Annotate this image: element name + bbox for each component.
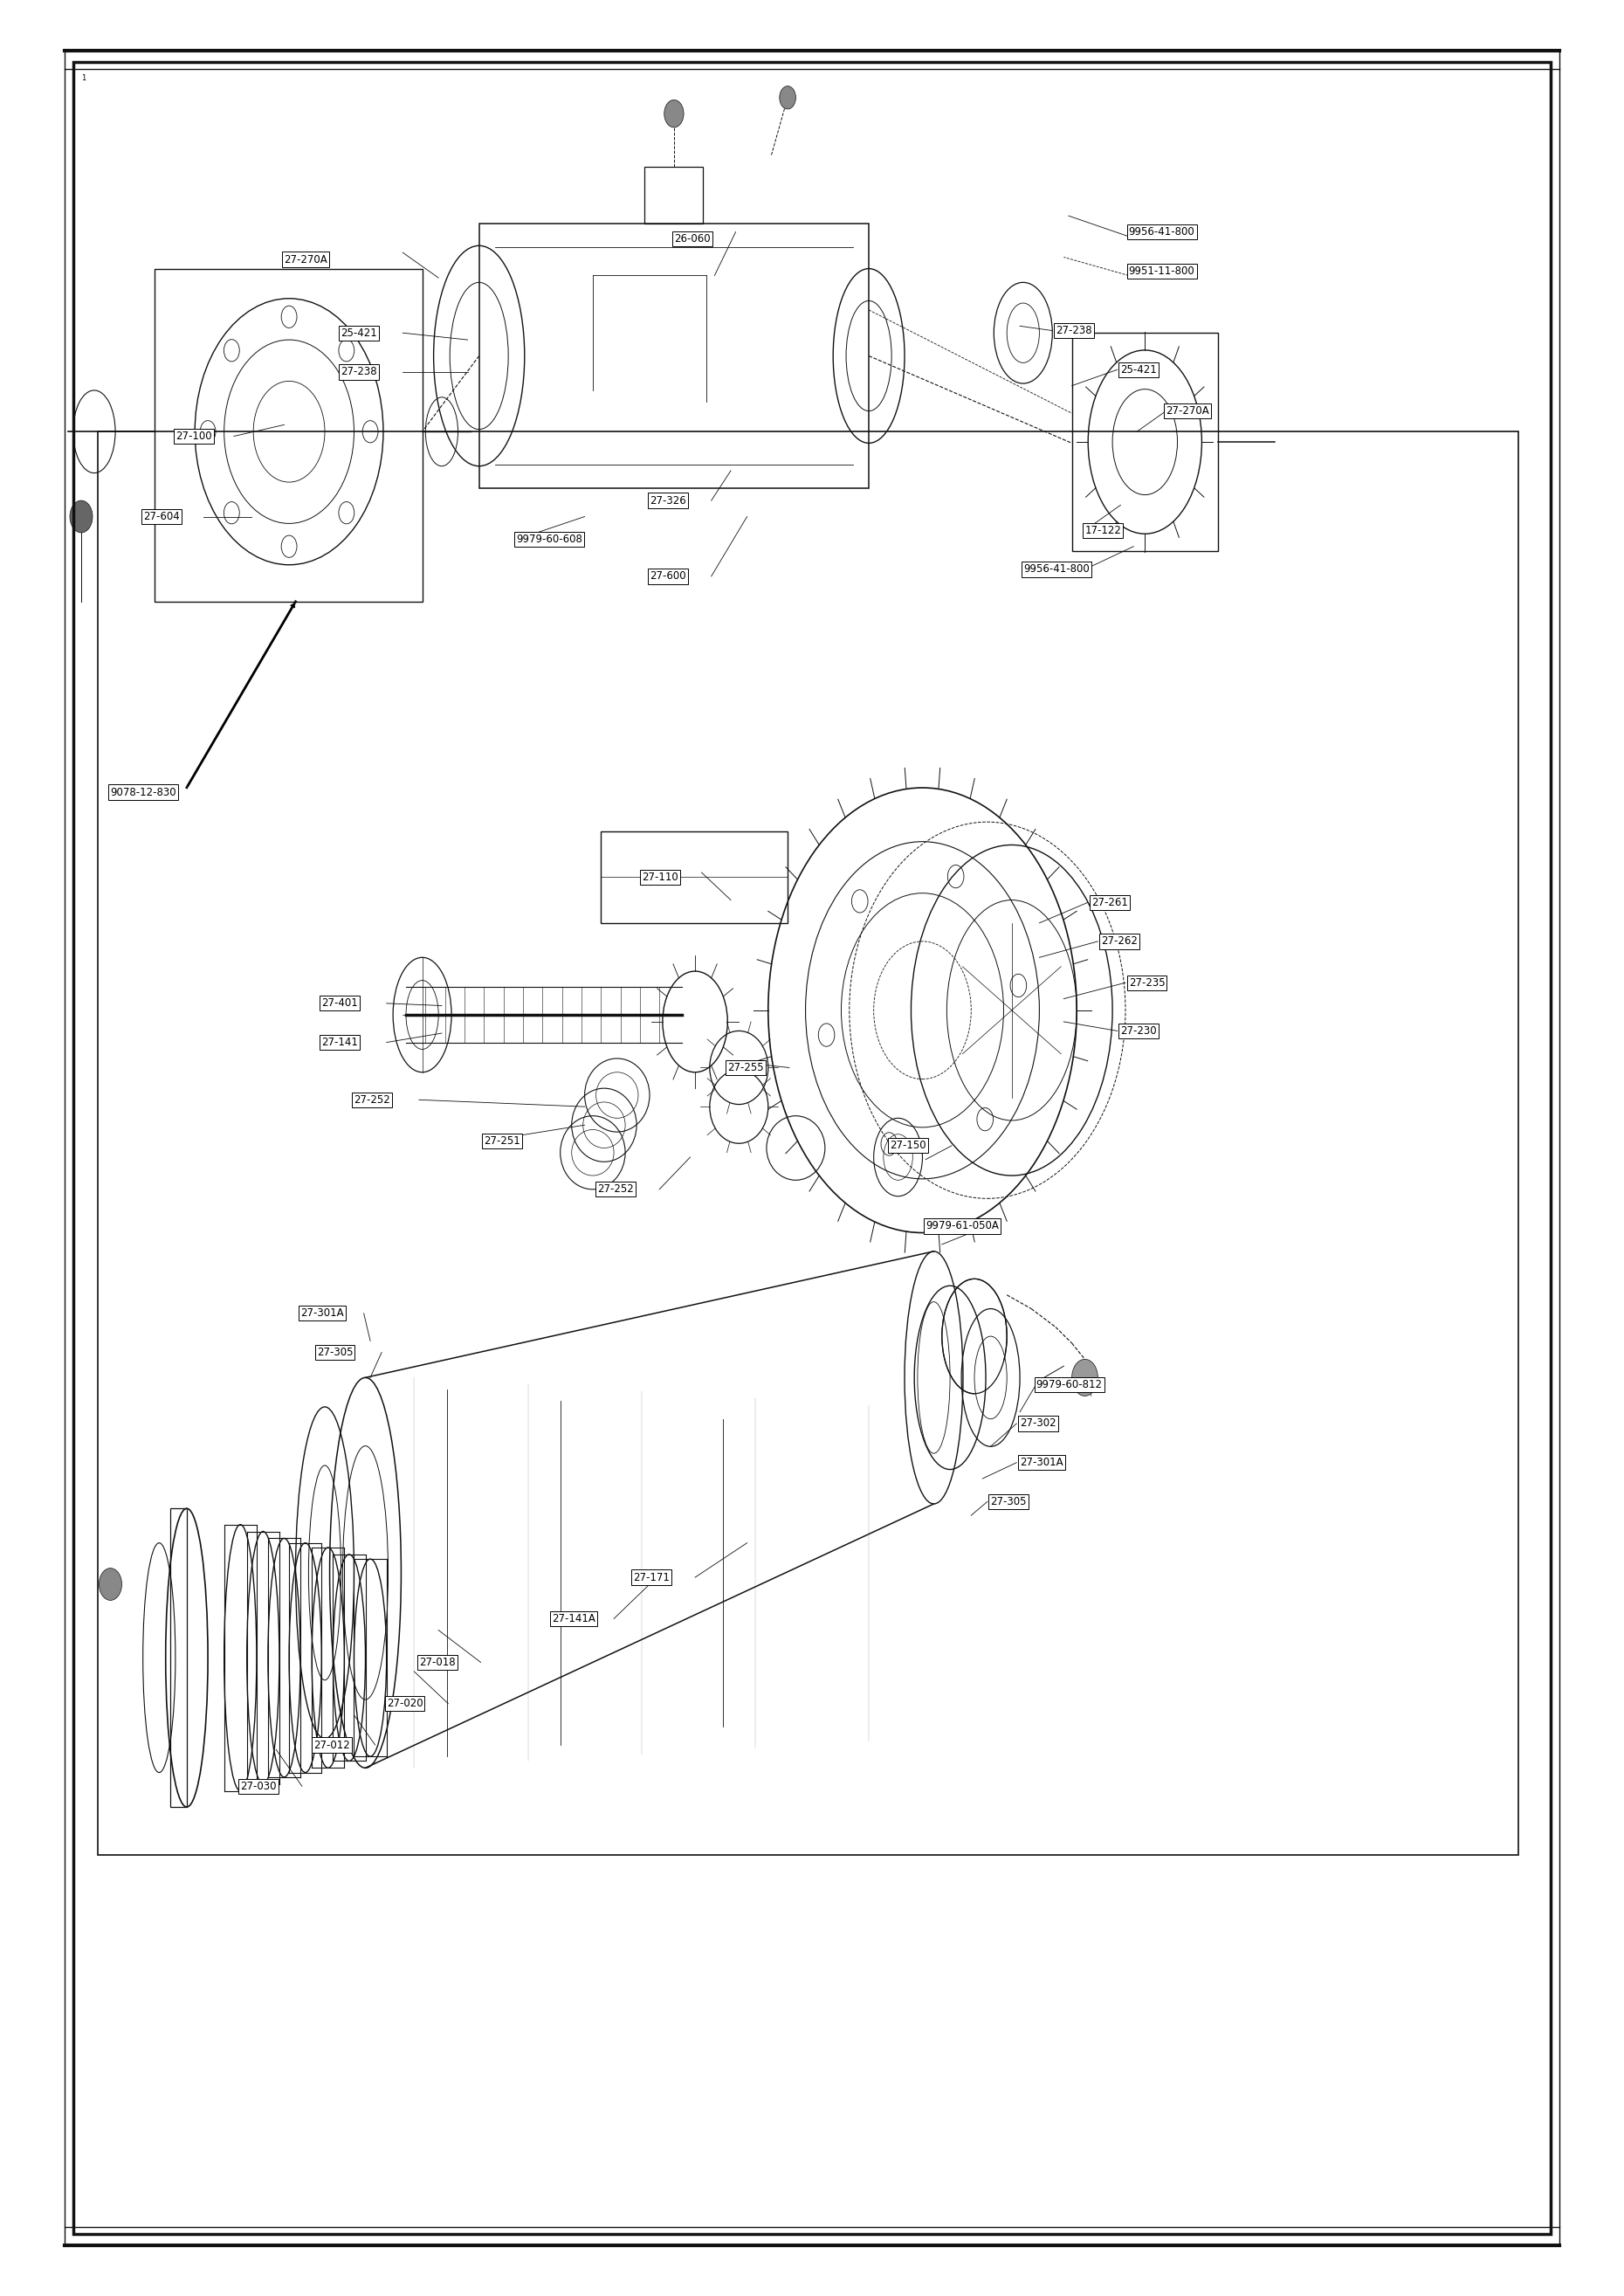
Text: 27-012: 27-012 <box>313 1740 349 1750</box>
Bar <box>601 831 788 923</box>
Text: 9979-60-812: 9979-60-812 <box>1036 1380 1103 1389</box>
Text: 27-270A: 27-270A <box>284 255 328 264</box>
Ellipse shape <box>1072 1359 1098 1396</box>
Text: 27-262: 27-262 <box>1101 937 1138 946</box>
Text: 27-401: 27-401 <box>322 999 357 1008</box>
Text: 27-110: 27-110 <box>641 872 677 882</box>
Ellipse shape <box>70 501 93 533</box>
Text: 9956-41-800: 9956-41-800 <box>1129 227 1195 236</box>
Text: 9951-11-800: 9951-11-800 <box>1129 266 1195 276</box>
Text: 27-252: 27-252 <box>354 1095 390 1104</box>
Bar <box>154 269 422 602</box>
Text: 17-122: 17-122 <box>1085 526 1122 535</box>
Text: 9979-61-050A: 9979-61-050A <box>926 1221 999 1231</box>
Ellipse shape <box>664 99 684 126</box>
Text: 27-141A: 27-141A <box>552 1614 596 1623</box>
Text: 27-252: 27-252 <box>598 1185 633 1194</box>
Text: 27-305: 27-305 <box>991 1497 1026 1506</box>
Text: 27-230: 27-230 <box>1121 1026 1156 1035</box>
Text: 27-251: 27-251 <box>484 1137 520 1146</box>
Text: 27-235: 27-235 <box>1129 978 1164 987</box>
Text: 27-326: 27-326 <box>650 496 685 505</box>
Text: 1: 1 <box>81 73 86 83</box>
Text: 27-150: 27-150 <box>890 1141 926 1150</box>
Text: 27-255: 27-255 <box>728 1063 763 1072</box>
Text: 27-261: 27-261 <box>1091 898 1129 907</box>
Text: 27-171: 27-171 <box>633 1573 671 1582</box>
Text: 27-270A: 27-270A <box>1166 406 1210 416</box>
Text: 25-421: 25-421 <box>1121 365 1156 374</box>
Text: 9078-12-830: 9078-12-830 <box>110 788 177 797</box>
Bar <box>97 432 1518 1855</box>
Text: 9956-41-800: 9956-41-800 <box>1023 565 1090 574</box>
Text: 27-018: 27-018 <box>419 1658 455 1667</box>
Text: 27-141: 27-141 <box>322 1038 359 1047</box>
Text: 27-100: 27-100 <box>175 432 211 441</box>
Text: 27-020: 27-020 <box>387 1699 422 1708</box>
Text: 9979-60-608: 9979-60-608 <box>516 535 583 544</box>
Ellipse shape <box>99 1568 122 1600</box>
Text: 27-238: 27-238 <box>341 367 377 377</box>
Text: 27-305: 27-305 <box>317 1348 352 1357</box>
Text: 26-060: 26-060 <box>674 234 710 243</box>
Ellipse shape <box>780 85 796 108</box>
Text: 27-604: 27-604 <box>143 512 179 521</box>
Bar <box>1072 333 1218 551</box>
Bar <box>479 223 869 487</box>
Text: 27-301A: 27-301A <box>300 1309 344 1318</box>
Text: 27-302: 27-302 <box>1020 1419 1056 1428</box>
Text: 27-600: 27-600 <box>650 572 685 581</box>
Text: 27-030: 27-030 <box>240 1782 276 1791</box>
Bar <box>171 1508 187 1807</box>
Bar <box>645 168 703 223</box>
Text: 27-238: 27-238 <box>1056 326 1091 335</box>
Text: 27-301A: 27-301A <box>1020 1458 1064 1467</box>
Text: 25-421: 25-421 <box>341 328 377 338</box>
